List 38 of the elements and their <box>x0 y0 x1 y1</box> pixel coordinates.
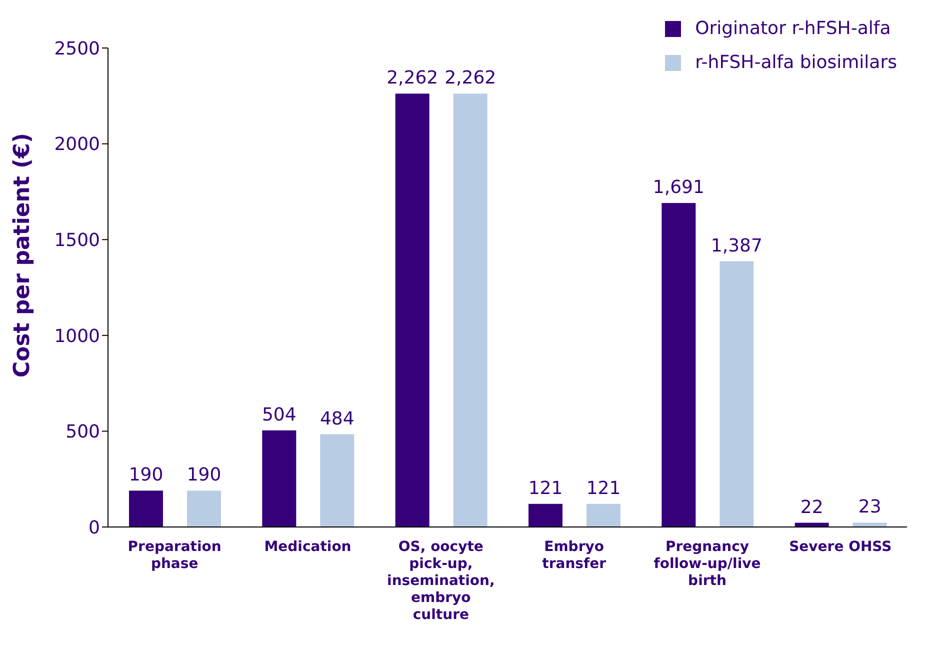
bar <box>720 261 754 527</box>
x-tick-label: Embryo transfer <box>542 539 606 572</box>
y-tick-label: 2000 <box>54 134 100 156</box>
y-tick-label: 2500 <box>54 38 100 60</box>
x-tick-label: OS, oocyte pick-up, insemination, embryo culture <box>387 539 495 623</box>
bar <box>662 203 696 527</box>
data-label: 121 <box>528 478 563 499</box>
bar <box>528 504 562 527</box>
y-tick-label: 500 <box>66 422 100 443</box>
data-label: 22 <box>800 496 824 518</box>
legend-label: r-hFSH-alfa biosimilars <box>695 51 897 75</box>
bar <box>586 504 620 527</box>
x-tick-label: Severe OHSS <box>789 539 892 555</box>
x-tick-label: Pregnancy follow-up/live birth <box>654 539 761 589</box>
y-tick-label: 0 <box>88 517 100 538</box>
data-label: 2,262 <box>444 68 496 89</box>
bar <box>129 490 163 527</box>
data-label: 1,387 <box>710 235 762 256</box>
x-tick-label: Preparation phase <box>128 539 222 572</box>
bar <box>395 94 430 527</box>
x-tick-label: Medication <box>264 539 352 555</box>
data-label: 190 <box>128 464 164 486</box>
data-label: 23 <box>858 496 882 518</box>
data-label: 484 <box>320 408 354 430</box>
bar <box>453 94 488 527</box>
data-label: 1,691 <box>652 177 704 198</box>
data-label: 121 <box>586 478 621 499</box>
data-label: 504 <box>262 404 296 426</box>
y-axis-title: Cost per patient (€) <box>10 132 35 378</box>
y-tick-label: 1000 <box>54 326 100 347</box>
bar <box>262 430 296 527</box>
y-tick-label: 1500 <box>54 230 100 251</box>
data-label: 2,262 <box>386 68 438 89</box>
data-label: 190 <box>186 464 222 486</box>
legend-label: Originator r-hFSH-alfa <box>695 17 891 41</box>
bar <box>852 522 887 527</box>
bar <box>187 490 221 527</box>
bar <box>320 434 354 527</box>
